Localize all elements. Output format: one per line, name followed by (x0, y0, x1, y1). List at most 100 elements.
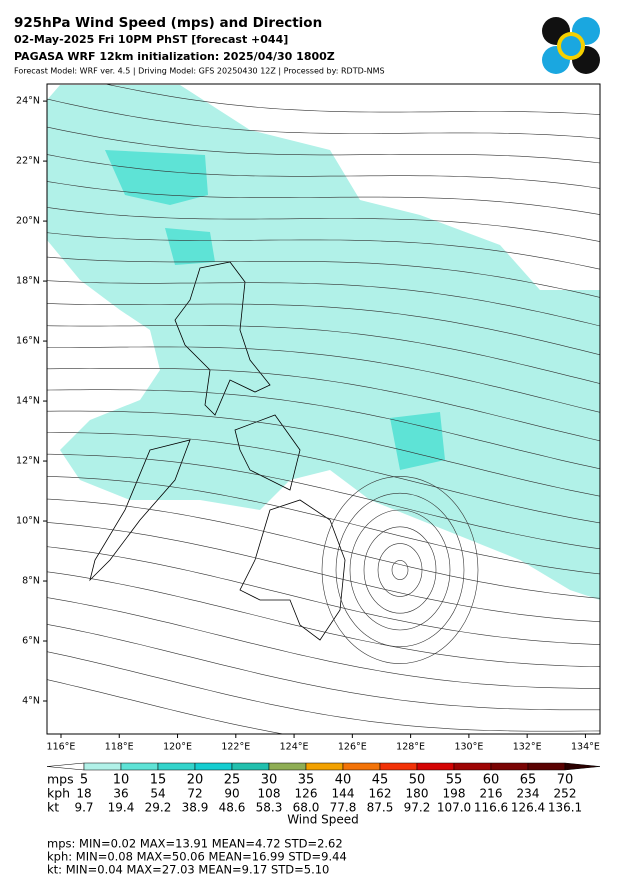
streamline (104, 84, 600, 115)
colorbar-tick-label: 30 (261, 773, 278, 788)
colorbar-tick-label: 72 (187, 787, 202, 801)
streamline (47, 453, 600, 550)
streamline (321, 476, 479, 664)
colorbar-tick-label: 55 (446, 773, 463, 788)
colorbar-tick-label: 15 (150, 773, 167, 788)
stats: kph: MIN=0.08 MAX=50.06 MEAN=16.99 STD=9… (47, 850, 347, 864)
colorbar-tick-label: 29.2 (145, 801, 172, 815)
x-tick-label: 118°E (105, 742, 134, 753)
streamline (391, 560, 409, 580)
colorbar-tick-label: 116.6 (474, 801, 508, 815)
x-tick-label: 124°E (280, 742, 309, 753)
colorbar-row-label: kt (47, 800, 59, 815)
wind-shading (47, 85, 600, 600)
streamline (47, 207, 600, 242)
title: 925hPa Wind Speed (mps) and Direction (14, 15, 322, 31)
streamline (47, 303, 600, 356)
streamline (47, 546, 600, 645)
streamline (47, 389, 600, 470)
colorbar-bin (453, 762, 492, 771)
colorbar-tick-label: 48.6 (219, 801, 246, 815)
colorbar-bin (379, 762, 418, 771)
streamline (47, 522, 600, 623)
y-tick-label: 10°N (16, 516, 40, 527)
x-tick-label: 126°E (338, 742, 367, 753)
x-tick-label: 116°E (47, 742, 76, 753)
map-frame (46, 83, 601, 735)
colorbar-row-label: mps (47, 772, 74, 787)
colorbar-tick-label: 198 (443, 787, 466, 801)
subtitle: 02-May-2025 Fri 10PM PhST [forecast +044… (14, 33, 288, 46)
streamline (47, 325, 600, 384)
streamline (47, 368, 600, 442)
colorbar-label: Wind Speed (287, 813, 359, 827)
streamline (47, 232, 600, 270)
y-tick-label: 24°N (16, 96, 40, 107)
y-tick-label: 18°N (16, 276, 40, 287)
streamline (47, 679, 286, 734)
colorbar-tick-label: 18 (76, 787, 91, 801)
y-tick-label: 12°N (16, 456, 40, 467)
colorbar-bin (157, 762, 196, 771)
streamline (47, 126, 600, 164)
colorbar-tick-label: 234 (517, 787, 540, 801)
colorbar-bin (490, 762, 529, 771)
colorbar-tick-label: 90 (224, 787, 239, 801)
y-tick-label: 22°N (16, 156, 40, 167)
colorbar-tick-label: 77.8 (330, 801, 357, 815)
colorbar-tick-label: 180 (406, 787, 429, 801)
colorbar-tick-label: 50 (409, 773, 426, 788)
wind-shading (105, 150, 445, 470)
colorbar-tick-label: 35 (298, 773, 315, 788)
streamline (47, 597, 600, 689)
streamline (47, 181, 600, 215)
colorbar-tick-label: 97.2 (404, 801, 431, 815)
colorbar-tick-label: 107.0 (437, 801, 471, 815)
colorbar-tick-label: 68.0 (293, 801, 320, 815)
colorbar-tick-label: 25 (224, 773, 241, 788)
x-tick-label: 128°E (396, 742, 425, 753)
colorbar-tick-label: 144 (332, 787, 355, 801)
colorbar-bin (527, 762, 566, 771)
colorbar-bin (120, 762, 159, 771)
colorbar-tick-label: 20 (187, 773, 204, 788)
y-tick-label: 20°N (16, 216, 40, 227)
colorbar-bin (564, 762, 601, 771)
streamline (377, 543, 423, 597)
streamline (349, 509, 451, 631)
colorbar-bin (194, 762, 233, 771)
y-tick-label: 6°N (22, 636, 40, 647)
y-tick-label: 4°N (22, 696, 40, 707)
streamline (363, 526, 437, 614)
streamline (47, 476, 600, 575)
colorbar-tick-label: 19.4 (108, 801, 135, 815)
stats: kt: MIN=0.04 MAX=27.03 MEAN=9.17 STD=5.1… (47, 863, 329, 877)
streamline (47, 346, 600, 413)
colorbar-tick-label: 36 (113, 787, 128, 801)
colorbar-tick-label: 136.1 (548, 801, 582, 815)
streamline (47, 410, 600, 497)
credits: Forecast Model: WRF ver. 4.5 | Driving M… (14, 67, 385, 76)
streamline (47, 98, 600, 139)
stats: mps: MIN=0.02 MAX=13.91 MEAN=4.72 STD=2.… (47, 837, 343, 851)
streamline (47, 624, 600, 711)
colorbar-bin (231, 762, 270, 771)
logo (542, 17, 600, 74)
colorbar-tick-label: 126 (295, 787, 318, 801)
colorbar-tick-label: 65 (520, 773, 537, 788)
colorbar-tick-label: 60 (483, 773, 500, 788)
colorbar-tick-label: 45 (372, 773, 389, 788)
colorbar-bin (342, 762, 381, 771)
y-tick-label: 16°N (16, 336, 40, 347)
y-tick-label: 8°N (22, 576, 40, 587)
y-tick-label: 14°N (16, 396, 40, 407)
x-tick-label: 134°E (571, 742, 600, 753)
colorbar-tick-label: 38.9 (182, 801, 209, 815)
colorbar-bin (416, 762, 455, 771)
colorbar-tick-label: 108 (258, 787, 281, 801)
colorbar-tick-label: 162 (369, 787, 392, 801)
colorbar-bin (305, 762, 344, 771)
x-tick-label: 120°E (163, 742, 192, 753)
colorbar-tick-label: 9.7 (74, 801, 93, 815)
colorbar-tick-label: 10 (113, 773, 130, 788)
